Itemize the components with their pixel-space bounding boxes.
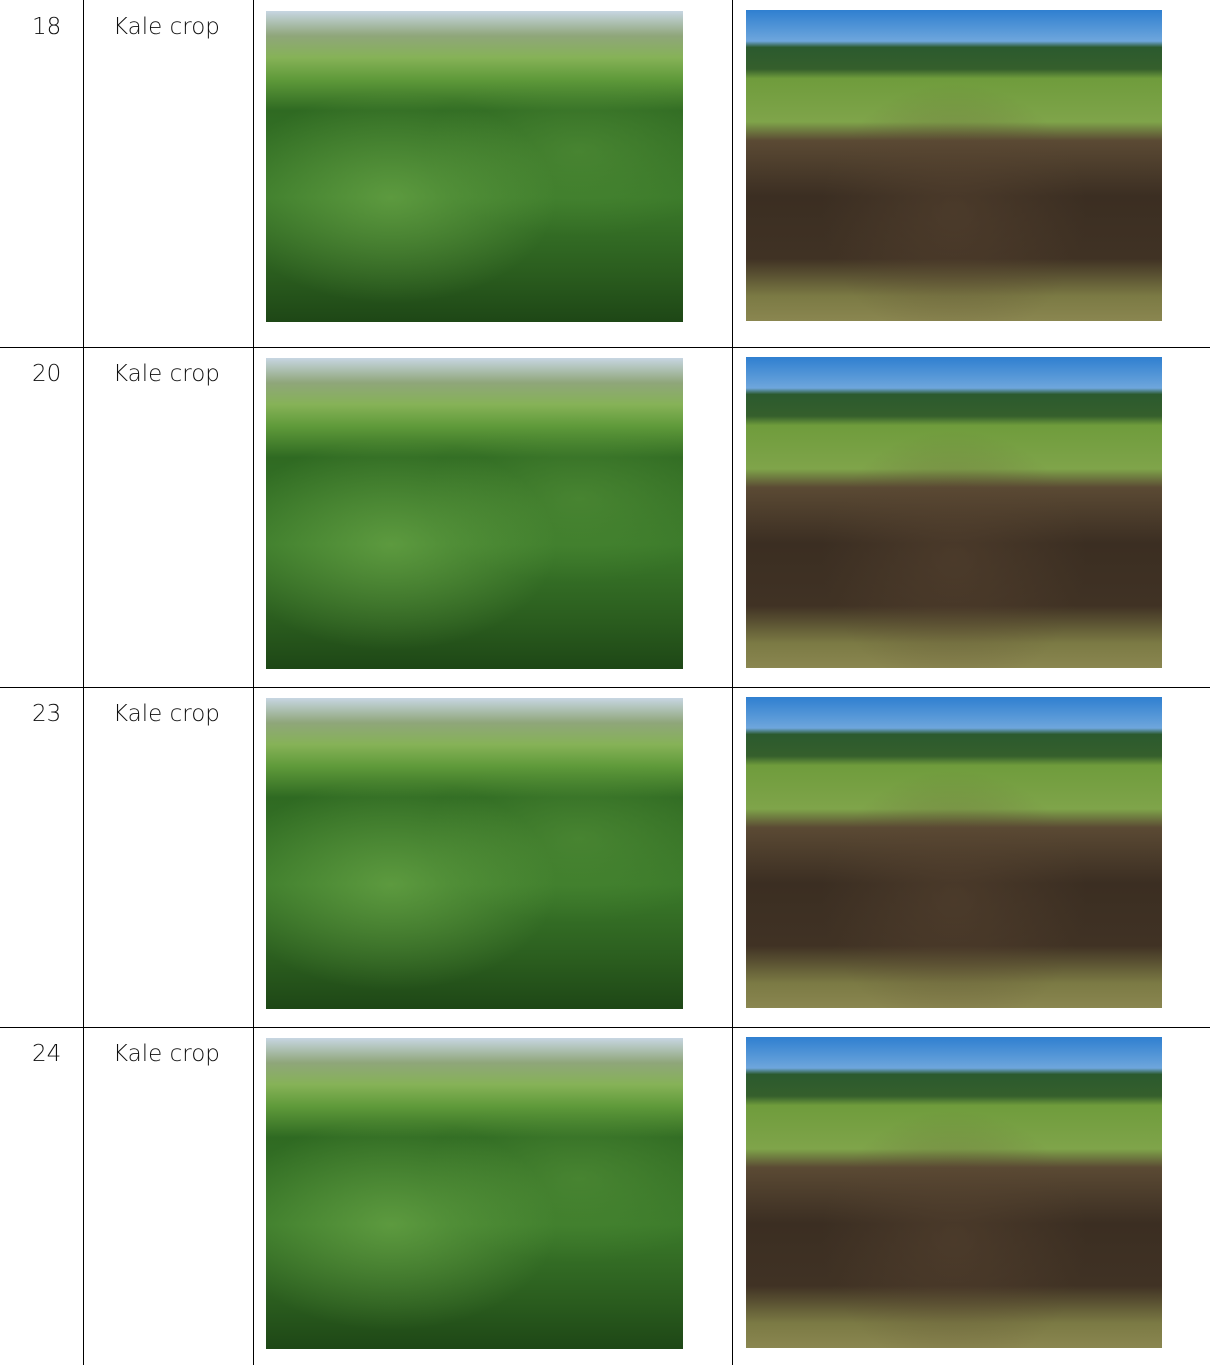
row-number: 23	[32, 701, 62, 727]
column-border	[732, 0, 733, 1365]
column-border	[253, 0, 254, 1365]
crop-label: Kale crop	[113, 701, 220, 727]
soil-photo	[746, 10, 1162, 321]
row-border	[0, 347, 1210, 348]
column-border	[83, 0, 84, 1365]
row-number: 18	[32, 14, 62, 40]
row-border	[0, 687, 1210, 688]
soil-photo	[746, 697, 1162, 1008]
soil-photo	[746, 357, 1162, 668]
row-number: 24	[32, 1041, 62, 1067]
soil-photo	[746, 1037, 1162, 1348]
crop-photo	[266, 11, 683, 322]
row-border	[0, 1027, 1210, 1028]
crop-label: Kale crop	[113, 1041, 220, 1067]
crop-photo	[266, 358, 683, 669]
crop-label: Kale crop	[113, 361, 220, 387]
crop-photo	[266, 698, 683, 1009]
row-number: 20	[32, 361, 62, 387]
crop-label: Kale crop	[113, 14, 220, 40]
crop-photo	[266, 1038, 683, 1349]
